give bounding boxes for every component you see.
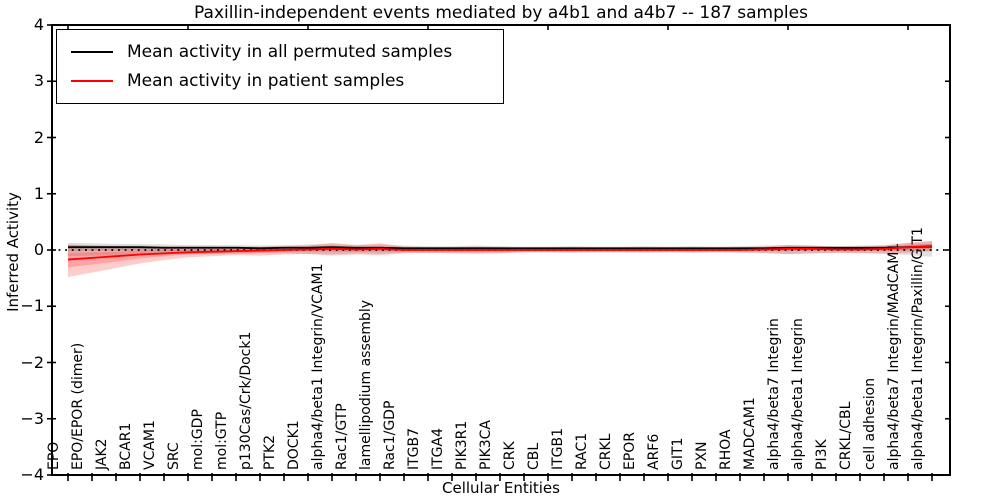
y-tick-label: 1 — [33, 183, 44, 203]
legend: Mean activity in all permuted samples Me… — [56, 29, 504, 104]
y-tick-label: −1 — [20, 296, 44, 316]
plot-area: EPO EPO/EPOR (dimer) JAK2 BCAR1 VCAM1 SRC mol:… — [46, 24, 951, 481]
permuted-line-sample-icon — [71, 50, 113, 53]
y-tick-label: 2 — [33, 127, 44, 147]
y-tick-label: −3 — [20, 408, 44, 428]
plot-canvas — [47, 24, 951, 481]
y-tick-labels: −4 −3 −2 −1 0 1 2 3 4 — [0, 0, 48, 500]
y-tick-label: 3 — [33, 71, 44, 91]
y-tick-label: −4 — [20, 465, 44, 484]
y-tick-label: 4 — [33, 15, 44, 34]
legend-item-patient: Mean activity in patient samples — [71, 66, 489, 95]
series-line — [67, 245, 933, 261]
x-axis-label: Cellular Entities — [442, 479, 560, 497]
legend-label-patient: Mean activity in patient samples — [127, 70, 405, 91]
series-line — [68, 245, 933, 250]
y-tick-label: 0 — [33, 240, 44, 259]
y-tick-label: −2 — [20, 352, 44, 372]
patient-line-sample-icon — [71, 79, 113, 82]
legend-item-permuted: Mean activity in all permuted samples — [71, 37, 489, 66]
chart-title: Paxillin-independent events mediated by … — [194, 3, 808, 23]
legend-label-permuted: Mean activity in all permuted samples — [127, 41, 453, 62]
